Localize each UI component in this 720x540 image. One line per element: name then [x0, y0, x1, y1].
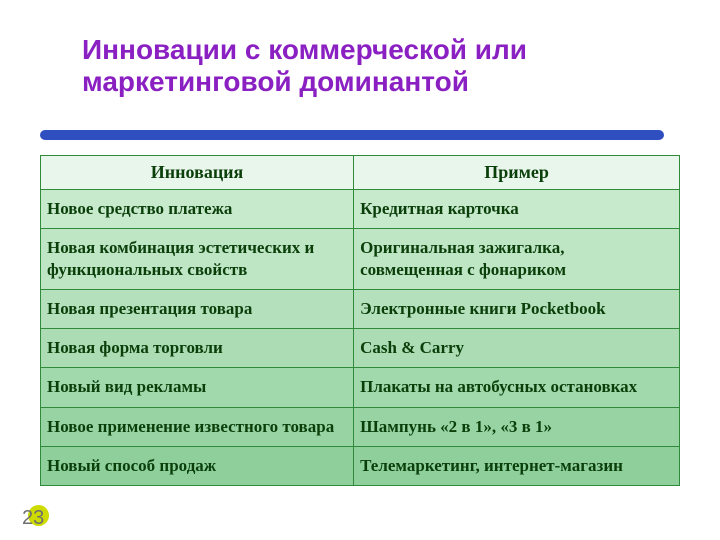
- cell-example: Электронные книги Pocketbook: [354, 290, 680, 329]
- table-row: Новый вид рекламыПлакаты на автобусных о…: [41, 368, 680, 407]
- cell-innovation: Новый способ продаж: [41, 446, 354, 485]
- col-header-innovation: Инновация: [41, 156, 354, 190]
- col-header-example: Пример: [354, 156, 680, 190]
- cell-innovation: Новая комбинация эстетических и функцион…: [41, 229, 354, 290]
- cell-example: Оригинальная зажигалка, совмещенная с фо…: [354, 229, 680, 290]
- cell-innovation: Новая форма торговли: [41, 329, 354, 368]
- cell-example: Телемаркетинг, интернет-магазин: [354, 446, 680, 485]
- table-row: Новое применение известного товараШампун…: [41, 407, 680, 446]
- title-area: Инновации с коммерческой или маркетингов…: [82, 34, 642, 98]
- table-row: Новая форма торговлиCash & Carry: [41, 329, 680, 368]
- table-row: Новый способ продажТелемаркетинг, интерн…: [41, 446, 680, 485]
- table-row: Новая комбинация эстетических и функцион…: [41, 229, 680, 290]
- title-underline: [40, 130, 664, 140]
- cell-innovation: Новый вид рекламы: [41, 368, 354, 407]
- table-row: Новая презентация товараЭлектронные книг…: [41, 290, 680, 329]
- cell-innovation: Новое применение известного товара: [41, 407, 354, 446]
- innovation-table: Инновация Пример Новое средство платежаК…: [40, 155, 680, 486]
- cell-innovation: Новая презентация товара: [41, 290, 354, 329]
- slide-title: Инновации с коммерческой или маркетингов…: [82, 34, 642, 98]
- cell-example: Cash & Carry: [354, 329, 680, 368]
- page-number: 23: [22, 507, 44, 530]
- slide: Инновации с коммерческой или маркетингов…: [0, 0, 720, 540]
- cell-example: Кредитная карточка: [354, 190, 680, 229]
- table-container: Инновация Пример Новое средство платежаК…: [40, 155, 680, 486]
- cell-innovation: Новое средство платежа: [41, 190, 354, 229]
- cell-example: Шампунь «2 в 1», «3 в 1»: [354, 407, 680, 446]
- table-header-row: Инновация Пример: [41, 156, 680, 190]
- table-row: Новое средство платежаКредитная карточка: [41, 190, 680, 229]
- cell-example: Плакаты на автобусных остановках: [354, 368, 680, 407]
